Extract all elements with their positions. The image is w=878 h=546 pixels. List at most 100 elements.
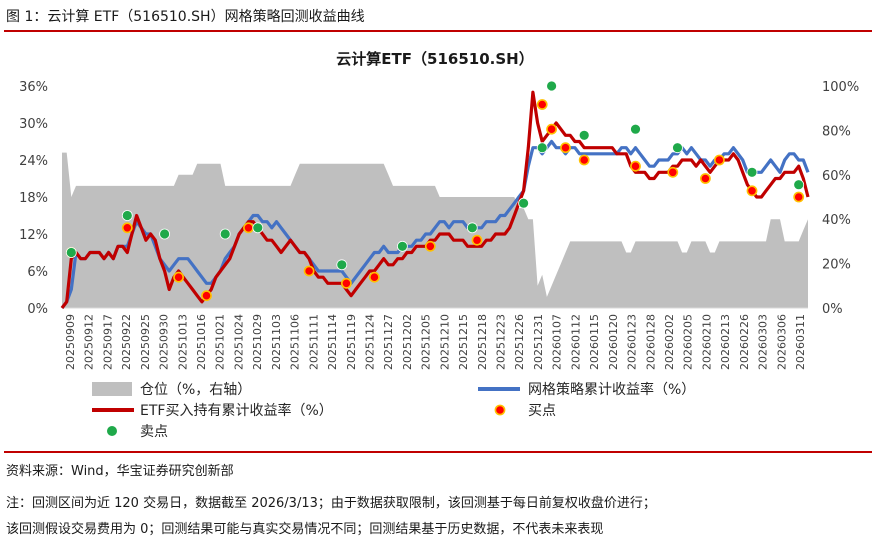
x-tick-label: 20251202 [401,314,414,370]
x-tick-label: 20251103 [270,314,283,370]
sell-point [536,142,548,154]
source-divider [4,451,872,453]
x-tick-label: 20251205 [420,314,433,370]
chart-title: 云计算ETF（516510.SH） [336,50,533,68]
legend-label-position: 仓位（%，右轴） [140,382,251,398]
sell-point [630,123,641,135]
x-tick-label: 20260205 [682,314,695,370]
x-tick-label: 20251111 [307,314,320,370]
x-tick-label: 20250922 [120,314,133,370]
x-tick-label: 20251223 [495,314,508,370]
y-left-tick-label: 24% [19,154,48,169]
sell-point [672,142,683,154]
title-divider [4,30,872,32]
x-tick-label: 20260120 [607,314,620,370]
buy-point [303,265,315,277]
buy-point [536,99,548,110]
x-tick-label: 20260202 [663,314,676,370]
x-tick-label: 20251029 [251,314,264,370]
backtest-note-2: 该回测假设交易费用为 0；回测结果可能与真实交易情况不同；回测结果基于历史数据，… [6,522,604,537]
x-tick-label: 20260128 [644,314,657,370]
y-left-tick-label: 6% [27,265,48,280]
buy-point [700,173,711,184]
x-tick-label: 20251231 [532,314,545,370]
y-left-tick-label: 30% [19,117,48,132]
y-left-tick-label: 0% [27,302,48,317]
y-right-tick-label: 60% [822,169,851,184]
buy-point [340,277,352,289]
legend-label-grid: 网格策略累计收益率（%） [528,381,695,398]
backtest-note-1: 注：回测区间为近 120 交易日，数据截至 2026/3/13；由于数据获取限制… [6,496,656,511]
x-tick-label: 20251119 [345,314,358,370]
x-tick-label: 20251021 [214,314,227,370]
y-right-tick-label: 20% [822,258,851,273]
x-tick-label: 20251024 [233,314,246,370]
grid-strategy-line [60,139,810,309]
buy-point [578,154,590,166]
chart: 云计算ETF（516510.SH） 0% 6% 12% 18% 24% 30% 36% 0% 20… [19,50,859,440]
x-tick-label: 20251106 [289,314,302,370]
x-tick-label: 20251218 [476,314,489,370]
buy-point [121,222,133,234]
x-tick-label: 20260210 [700,314,713,370]
y-right-tick-label: 80% [822,124,851,139]
x-tick-label: 20250930 [158,314,171,370]
sell-point [121,210,133,221]
x-tick-label: 20260311 [794,314,807,370]
x-tick-label: 20250917 [101,314,114,370]
y-left-tick-label: 12% [19,228,48,243]
x-tick-label: 20260107 [551,314,564,370]
x-tick-label: 20260213 [719,314,732,370]
sell-point [336,259,348,271]
buy-point [173,271,184,283]
buy-point [667,166,679,178]
x-tick-label: 20251210 [438,314,451,370]
x-tick-label: 20251127 [382,314,395,370]
sell-point [159,228,171,240]
legend-swatch-buy [494,404,506,416]
legend-swatch-position [92,382,132,396]
x-tick-label: 20251215 [457,314,470,370]
buy-point [368,271,380,283]
legend-label-sell: 卖点 [140,424,168,440]
sell-point [65,247,77,258]
x-tick-label: 20260306 [775,314,788,370]
x-tick-label: 20251226 [513,314,526,370]
x-tick-label: 20260226 [738,314,751,370]
x-tick-label: 20250912 [83,314,96,370]
x-tick-label: 20260112 [569,314,582,370]
sell-point [578,129,590,141]
buy-point [630,160,641,172]
legend-label-buy: 买点 [528,403,556,419]
x-tick-label: 20251016 [195,314,208,370]
figure-title: 图 1：云计算 ETF（516510.SH）网格策略回测收益曲线 [6,9,365,25]
buy-point [546,123,557,135]
sell-point [793,179,805,191]
buy-point [471,234,483,246]
sell-point [466,222,478,234]
y-right-tick-label: 100% [822,80,859,95]
sell-point [546,80,557,92]
buy-point [746,185,758,197]
x-tick-label: 20251013 [176,314,189,370]
x-tick-label: 20260123 [626,314,639,370]
buy-point [560,142,571,154]
y-left-tick-label: 36% [19,80,48,95]
x-tick-label: 20251114 [326,314,339,370]
buy-point [793,191,805,203]
x-tick-label: 20250925 [139,314,152,370]
buy-point [714,154,725,166]
sell-point [746,166,758,178]
sell-point [518,197,529,209]
y-left-tick-label: 18% [19,191,48,206]
x-tick-label: 20260303 [757,314,770,370]
etf-hold-line [60,90,810,309]
y-right-tick-label: 0% [822,302,843,317]
legend-label-etf: ETF买入持有累计收益率（%） [140,402,333,419]
x-tick-label: 20250909 [64,314,77,370]
x-tick-label: 20251124 [364,314,377,370]
sell-point [219,228,231,240]
sell-point [396,240,408,252]
buy-point [243,222,254,234]
buy-point [201,290,212,302]
